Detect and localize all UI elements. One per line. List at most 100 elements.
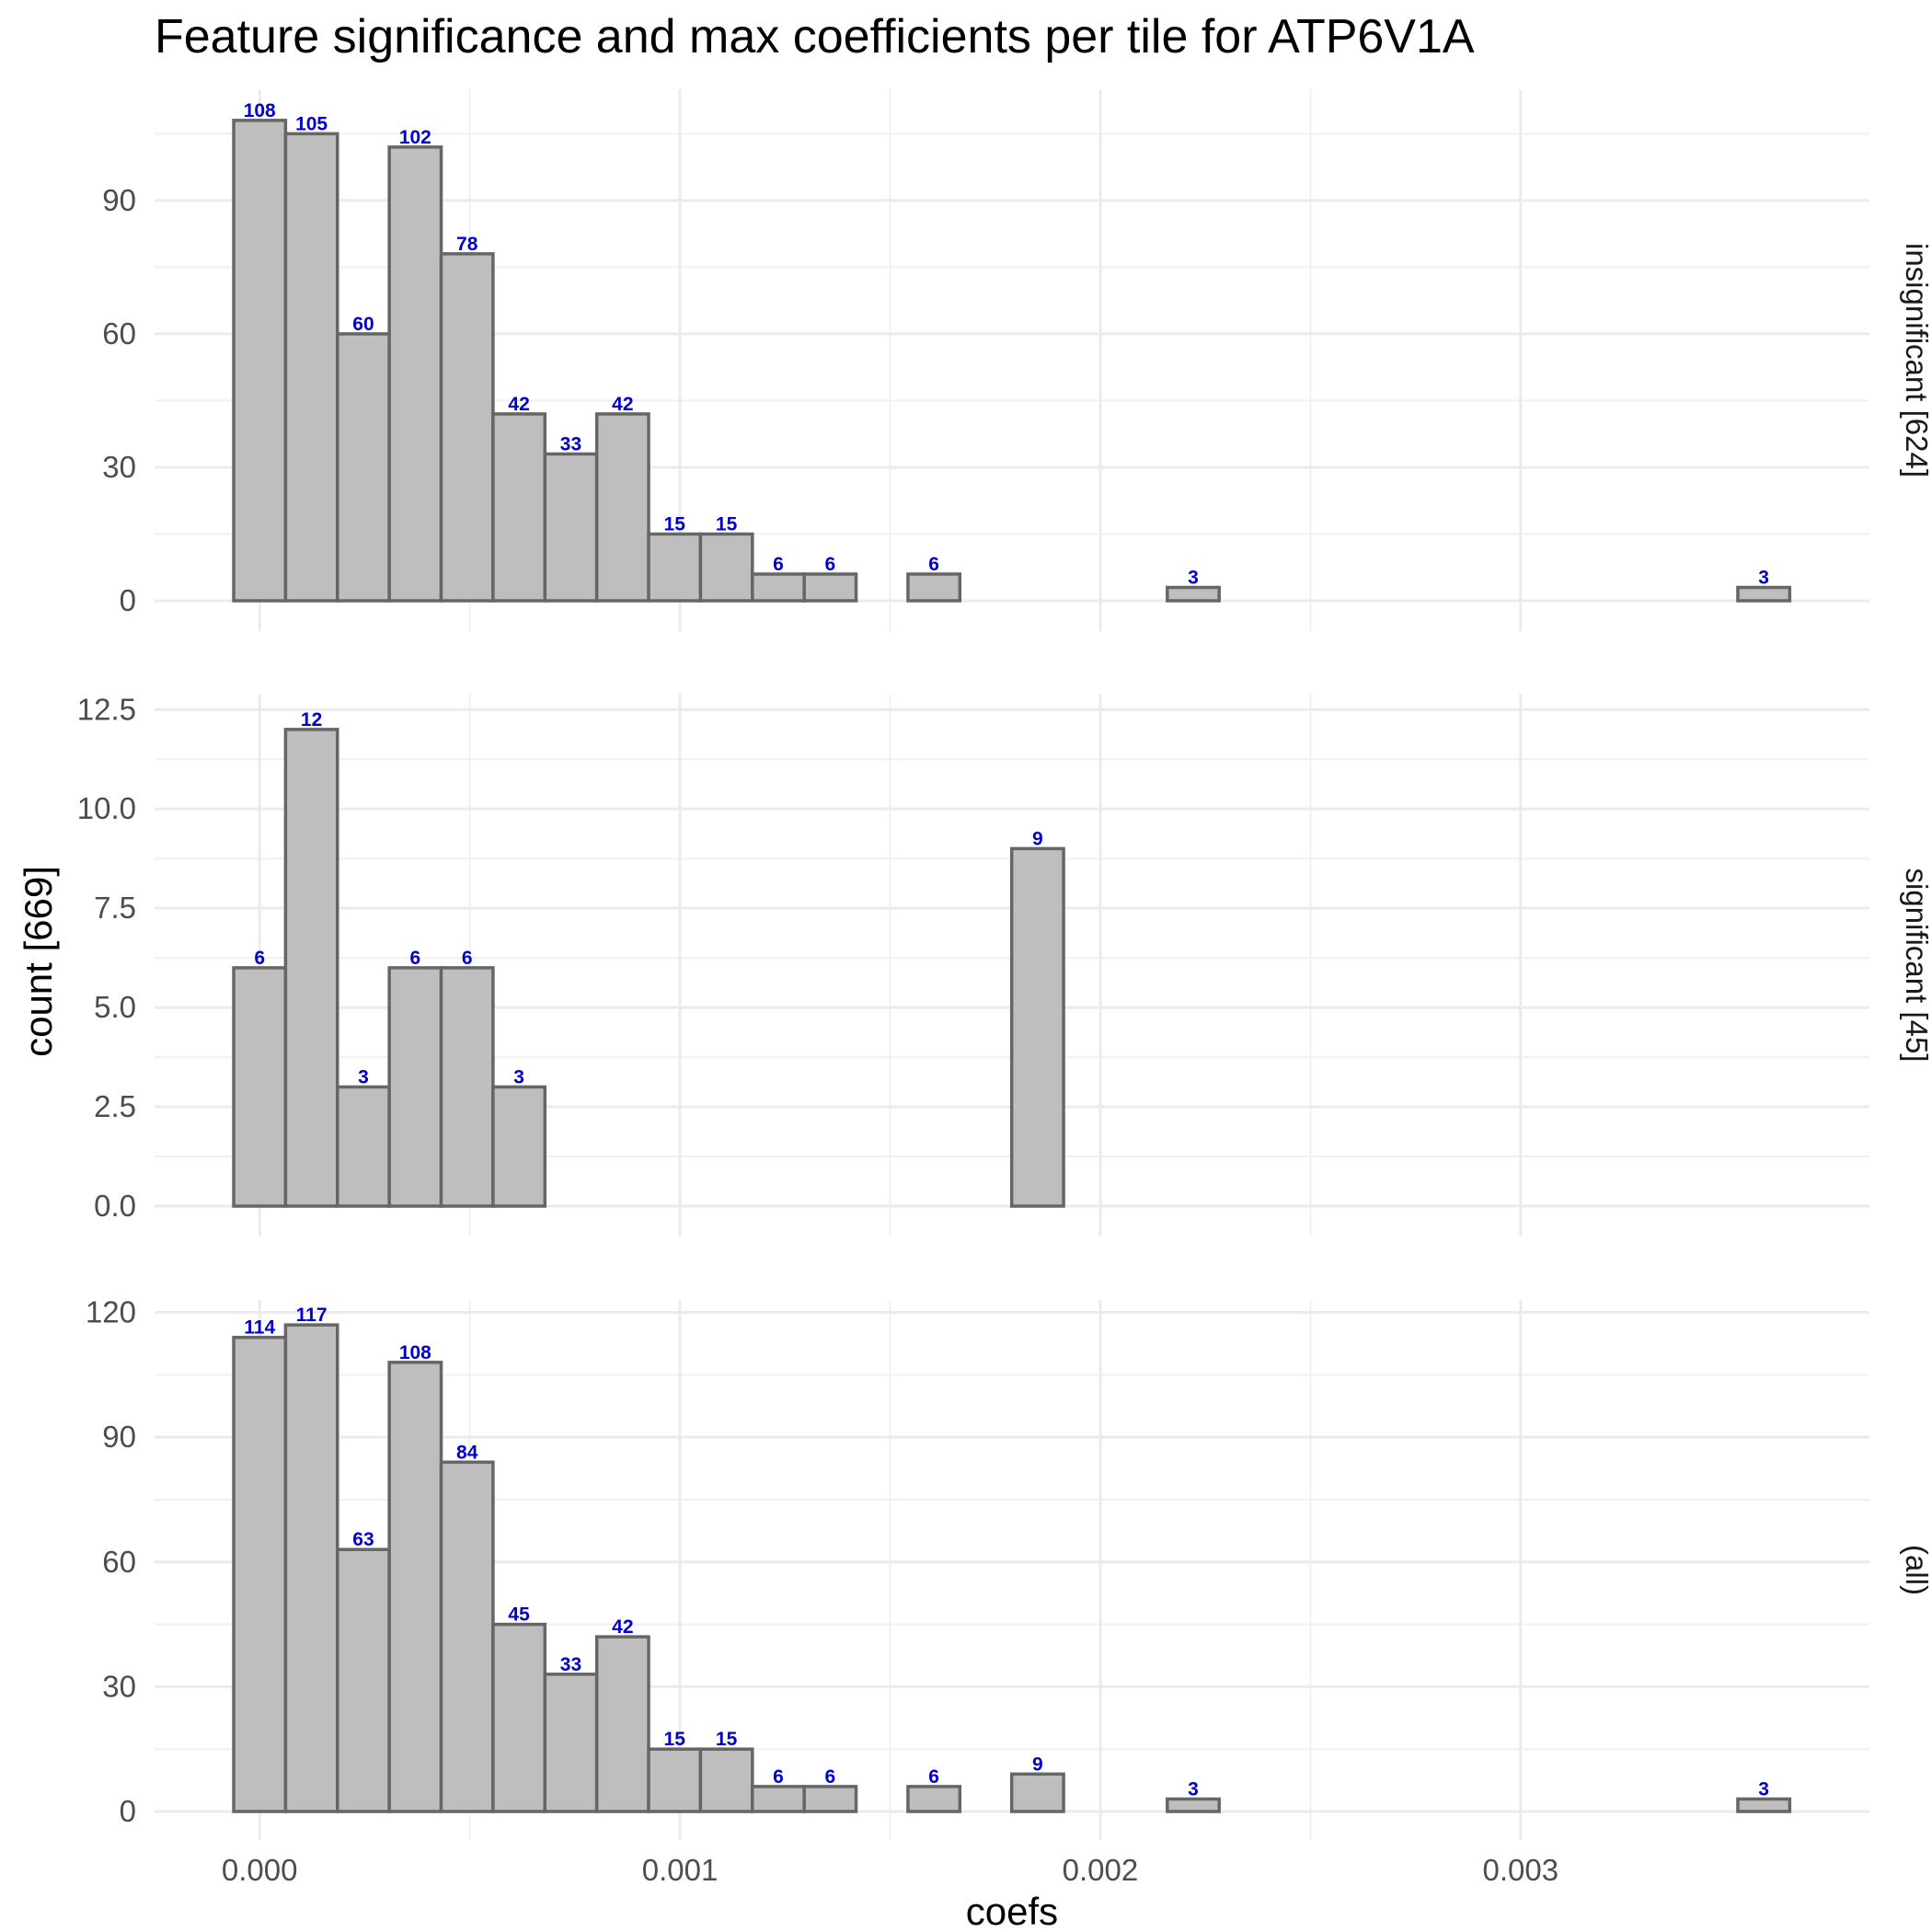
- bar-count-label: 6: [928, 1766, 939, 1788]
- histogram-bar: [1009, 1772, 1065, 1813]
- histogram-bar: [439, 1460, 495, 1813]
- y-axis-title: count [669]: [17, 866, 60, 1057]
- bar-count-label: 45: [508, 1604, 530, 1626]
- bar-count-label: 6: [825, 1766, 836, 1788]
- histogram-bar: [439, 252, 495, 603]
- histogram-bar: [594, 412, 650, 603]
- bar-count-label: 84: [456, 1442, 478, 1463]
- histogram-bar: [336, 332, 391, 603]
- histogram-bar: [336, 1085, 391, 1208]
- y-tick-label: 30: [102, 1669, 136, 1703]
- histogram-bar: [232, 119, 288, 603]
- x-axis-title: coefs: [966, 1890, 1058, 1932]
- histogram-bar: [283, 728, 339, 1208]
- histogram-bar: [491, 1085, 547, 1208]
- x-axis: 0.000 0.001 0.002 0.003: [222, 1853, 1558, 1887]
- y-tick-label: 60: [102, 1545, 136, 1579]
- bar-count-label: 6: [773, 554, 784, 575]
- histogram-bar: [543, 452, 599, 603]
- bar-count-label: 12: [301, 709, 322, 730]
- y-tick-label: 60: [102, 316, 136, 351]
- bar-count-label: 6: [773, 1766, 784, 1788]
- histogram-bar: [232, 966, 288, 1208]
- histogram-bar: [491, 1622, 547, 1813]
- bar-count-label: 15: [664, 513, 686, 535]
- bar-count-label: 108: [244, 100, 276, 121]
- y-tick-label: 120: [86, 1295, 136, 1329]
- histogram-bar: [906, 1785, 962, 1813]
- histogram-bar: [1166, 585, 1221, 603]
- bar-count-label: 60: [352, 314, 374, 335]
- histogram-bar: [698, 532, 754, 603]
- bar-count-label: 3: [1758, 1778, 1769, 1800]
- x-tick-label: 0.000: [222, 1853, 298, 1887]
- bar-count-label: 42: [612, 394, 633, 415]
- chart-title: Feature significance and max coefficient…: [155, 10, 1475, 63]
- bar-count-label: 3: [1188, 1778, 1199, 1800]
- bar-count-label: 42: [612, 1616, 633, 1638]
- y-tick-label: 90: [102, 183, 136, 217]
- bar-count-label: 6: [928, 554, 939, 575]
- bar-count-label: 15: [716, 513, 738, 535]
- bar-count-label: 78: [456, 234, 478, 255]
- x-tick-label: 0.002: [1063, 1853, 1139, 1887]
- facet-strip-label: (all): [1900, 1545, 1932, 1595]
- histogram-bar: [283, 1323, 339, 1813]
- histogram-bar: [387, 1361, 443, 1813]
- histogram-bar: [283, 132, 339, 603]
- bar-count-label: 3: [1188, 567, 1199, 588]
- y-tick-label: 12.5: [77, 692, 136, 726]
- bar-count-label: 105: [295, 113, 328, 134]
- y-tick-label: 10.0: [77, 791, 136, 825]
- x-tick-label: 0.001: [642, 1853, 719, 1887]
- histogram-bar: [387, 145, 443, 603]
- panel-2: 0.0 2.5 5.0 7.5 10.0 12.5 6 12 3 6 6 3 9 significant …: [77, 692, 1932, 1236]
- histogram-bar: [906, 572, 962, 603]
- histogram-bar: [802, 1785, 858, 1813]
- histogram-bar: [802, 572, 858, 603]
- histogram-bar: [232, 1335, 288, 1813]
- y-tick-label: 0: [120, 583, 136, 617]
- histogram-bar: [1736, 585, 1792, 603]
- bar-count-label: 3: [1758, 567, 1769, 588]
- bar-count-label: 15: [716, 1729, 738, 1750]
- y-tick-label: 0: [120, 1794, 136, 1828]
- bar-count-label: 33: [560, 433, 581, 454]
- y-tick-label: 5.0: [94, 990, 136, 1024]
- histogram-bar: [439, 966, 495, 1208]
- bar-count-label: 6: [254, 948, 265, 969]
- bar-count-label: 3: [513, 1066, 524, 1087]
- bar-count-label: 15: [664, 1729, 686, 1750]
- bar-count-label: 3: [358, 1066, 369, 1087]
- facet-strip-label: insignificant [624]: [1900, 243, 1932, 477]
- bar-count-label: 108: [399, 1342, 431, 1363]
- histogram-bar: [543, 1673, 599, 1813]
- bar-count-label: 102: [399, 127, 431, 148]
- histogram-bar: [698, 1747, 754, 1813]
- x-tick-label: 0.003: [1483, 1853, 1559, 1887]
- histogram-bar: [336, 1547, 391, 1813]
- histogram-bar: [387, 966, 443, 1208]
- histogram-bar: [647, 1747, 703, 1813]
- y-tick-label: 90: [102, 1420, 136, 1454]
- bar-count-label: 6: [410, 948, 421, 969]
- facet-strip-label: significant [45]: [1900, 868, 1932, 1063]
- bar-count-label: 42: [508, 394, 529, 415]
- histogram-bar: [491, 412, 547, 603]
- histogram-bar: [1166, 1797, 1221, 1813]
- histogram-bar: [751, 572, 806, 603]
- y-tick-label: 7.5: [94, 891, 136, 925]
- histogram-bar: [647, 532, 703, 603]
- bar-count-label: 9: [1032, 1754, 1043, 1775]
- bar-count-label: 9: [1032, 828, 1043, 849]
- y-tick-label: 30: [102, 450, 136, 484]
- bar-count-label: 6: [462, 948, 473, 969]
- y-tick-label: 0.0: [94, 1189, 136, 1223]
- y-tick-label: 2.5: [94, 1089, 136, 1123]
- bar-count-label: 117: [296, 1305, 328, 1326]
- bar-count-label: 63: [352, 1529, 374, 1550]
- histogram-bar: [1009, 846, 1065, 1208]
